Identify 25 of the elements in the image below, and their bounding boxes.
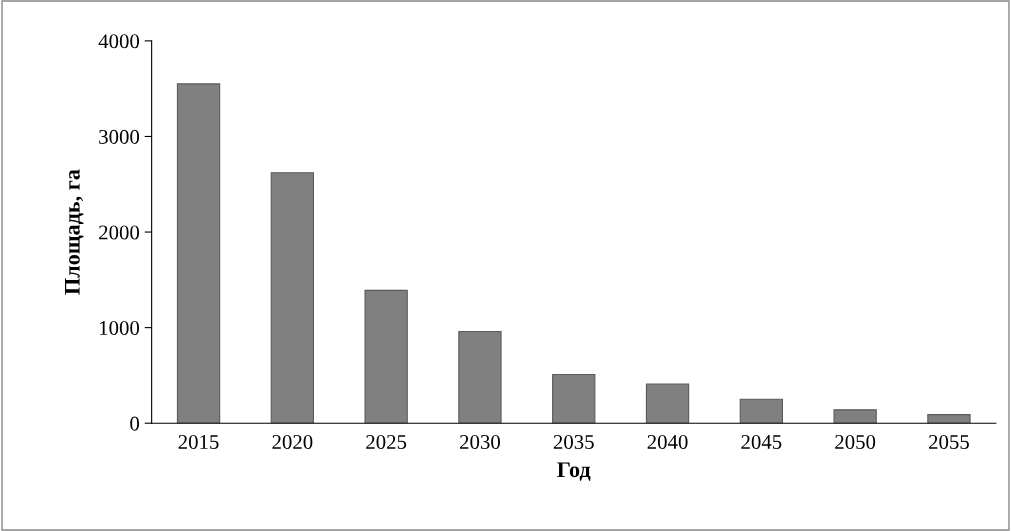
x-axis-title: Год bbox=[557, 462, 591, 481]
bar bbox=[833, 409, 877, 424]
bar bbox=[176, 83, 221, 424]
bar bbox=[739, 398, 783, 424]
x-tick-label: 2055 bbox=[929, 434, 969, 449]
bar bbox=[645, 383, 690, 424]
x-tick-label: 2045 bbox=[741, 434, 782, 449]
y-axis-title: Площадь, га bbox=[65, 169, 84, 295]
y-tick-label: 3000 bbox=[99, 129, 140, 144]
x-tick-label: 2040 bbox=[647, 434, 688, 449]
y-tick-label: 2000 bbox=[99, 225, 140, 240]
x-tick-label: 2030 bbox=[460, 434, 500, 449]
x-tick-label: 2035 bbox=[553, 434, 594, 449]
y-tick-label: 4000 bbox=[98, 34, 140, 49]
bar bbox=[364, 289, 408, 424]
bar bbox=[458, 330, 502, 424]
y-tick-label: 0 bbox=[130, 416, 140, 431]
y-tick-label: 1000 bbox=[100, 321, 140, 336]
x-tick-label: 2020 bbox=[272, 434, 313, 449]
bar bbox=[552, 373, 596, 424]
bar bbox=[270, 172, 315, 424]
x-tick-label: 2025 bbox=[366, 434, 407, 449]
bar bbox=[927, 414, 971, 424]
x-tick-label: 2015 bbox=[178, 434, 219, 449]
x-tick-label: 2050 bbox=[835, 434, 876, 449]
